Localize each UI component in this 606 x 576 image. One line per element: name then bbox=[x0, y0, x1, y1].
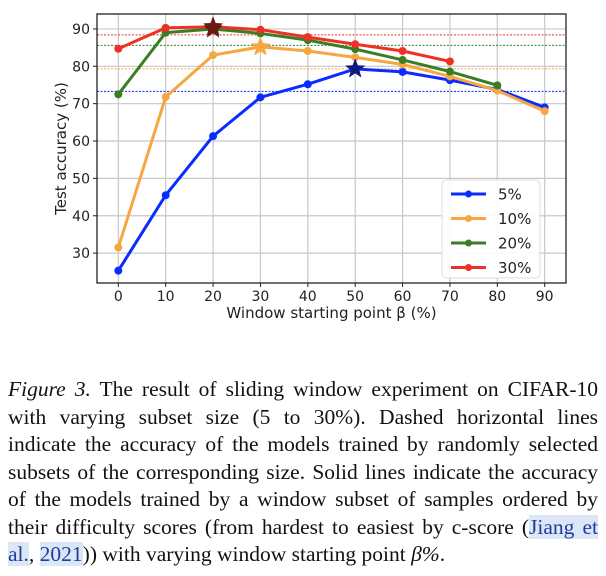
data-point bbox=[161, 191, 170, 200]
data-point bbox=[445, 67, 454, 76]
legend-swatch-marker bbox=[465, 239, 472, 247]
series-line bbox=[117, 25, 451, 63]
x-tick-label: 40 bbox=[299, 289, 317, 305]
data-point bbox=[161, 92, 170, 101]
x-tick-label: 60 bbox=[394, 289, 412, 305]
series-line bbox=[116, 45, 546, 248]
data-point bbox=[114, 243, 123, 252]
y-tick-label: 50 bbox=[72, 171, 90, 187]
plot-frame bbox=[96, 13, 567, 284]
data-point bbox=[351, 53, 360, 62]
data-point bbox=[493, 81, 502, 90]
data-point bbox=[209, 51, 218, 60]
best-star-marker bbox=[202, 15, 224, 36]
legend-label: 30% bbox=[498, 259, 531, 277]
data-point bbox=[445, 57, 454, 66]
y-tick-label: 40 bbox=[72, 209, 90, 225]
data-point bbox=[114, 90, 123, 99]
legend: 5% 10% 20% 30% bbox=[441, 179, 541, 279]
data-point bbox=[256, 93, 265, 102]
legend-swatch-marker bbox=[465, 264, 472, 271]
series-lines bbox=[114, 23, 549, 275]
data-point bbox=[303, 33, 312, 42]
x-tick-label: 80 bbox=[488, 289, 506, 305]
data-point bbox=[303, 46, 312, 55]
legend-swatch-marker bbox=[465, 215, 472, 222]
y-axis-label: Test accuracy (%) bbox=[52, 82, 70, 216]
x-tick-label: 0 bbox=[114, 289, 123, 305]
legend-label: 20% bbox=[498, 235, 531, 253]
x-tick-label: 10 bbox=[157, 289, 175, 305]
y-tick-label: 60 bbox=[72, 134, 90, 150]
y-tick-label: 30 bbox=[72, 246, 90, 262]
x-ticks: 0 10 20 30 40 50 60 70 80 90 bbox=[114, 283, 554, 305]
data-point bbox=[351, 40, 360, 49]
data-point bbox=[540, 107, 549, 116]
data-point bbox=[114, 266, 123, 275]
x-tick-label: 90 bbox=[536, 289, 554, 305]
y-tick-label: 70 bbox=[72, 97, 90, 113]
figure-label: Figure 3. bbox=[8, 377, 91, 401]
caption-text-2: )) with varying window starting point bbox=[82, 542, 412, 566]
data-point bbox=[303, 80, 312, 89]
best-star-marker bbox=[345, 58, 366, 78]
y-tick-label: 90 bbox=[72, 22, 90, 38]
x-tick-label: 50 bbox=[346, 289, 364, 305]
x-tick-label: 70 bbox=[441, 289, 459, 305]
data-point bbox=[114, 44, 123, 53]
data-point bbox=[398, 46, 407, 55]
axes bbox=[96, 13, 567, 284]
x-tick-label: 20 bbox=[204, 289, 222, 305]
best-star-marker bbox=[250, 36, 271, 56]
data-point bbox=[398, 67, 407, 76]
caption-text-3: . bbox=[439, 542, 446, 566]
citation-separator: , bbox=[28, 542, 40, 566]
citation-year-link[interactable]: 2021 bbox=[39, 542, 83, 566]
data-point bbox=[161, 23, 170, 32]
figure-caption: Figure 3. The result of sliding window e… bbox=[8, 376, 599, 569]
caption-math: β% bbox=[411, 542, 440, 566]
data-point bbox=[209, 132, 218, 141]
data-point bbox=[256, 25, 265, 34]
x-axis-label: Window starting point β (%) bbox=[226, 304, 436, 322]
x-tick-label: 30 bbox=[252, 289, 270, 305]
y-tick-label: 80 bbox=[72, 59, 90, 75]
caption-text: The result of sliding window experiment … bbox=[8, 377, 599, 539]
legend-box bbox=[441, 179, 541, 279]
legend-label: 5% bbox=[498, 186, 522, 204]
data-point bbox=[398, 55, 407, 64]
legend-label: 10% bbox=[498, 210, 531, 228]
y-ticks: 30 40 50 60 70 80 90 bbox=[72, 22, 97, 262]
legend-swatch-marker bbox=[465, 190, 472, 198]
best-markers bbox=[202, 15, 366, 78]
line-chart: 0 10 20 30 40 50 60 70 80 90 30 40 50 60 70 80 90 Windo… bbox=[52, 13, 567, 322]
